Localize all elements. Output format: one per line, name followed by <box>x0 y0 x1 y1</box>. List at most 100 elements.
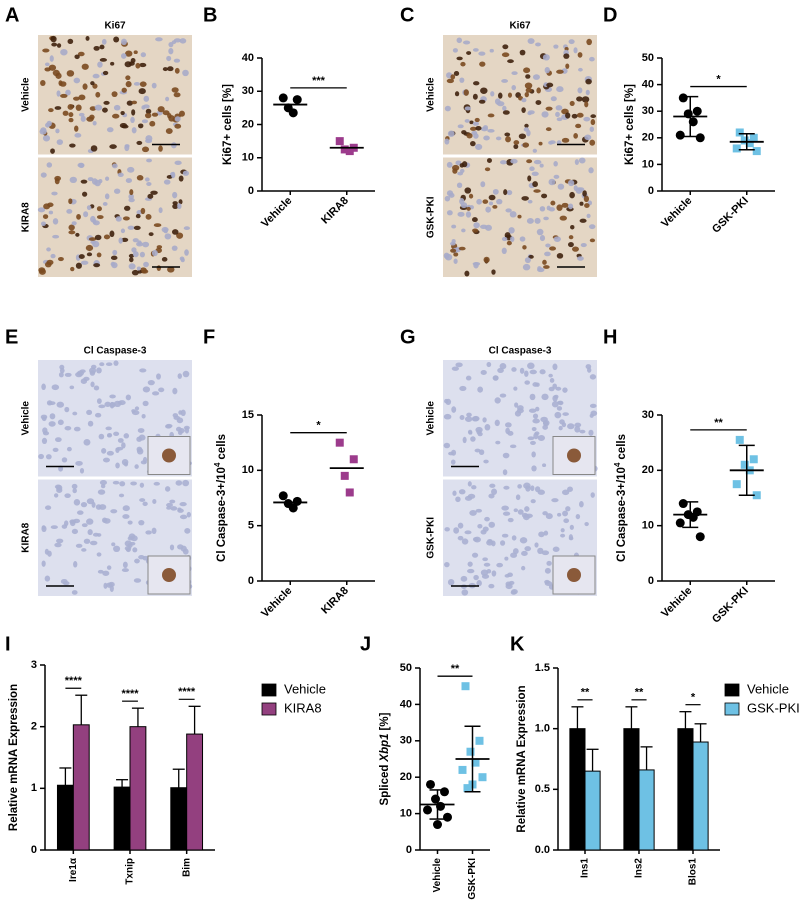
nucleus <box>182 479 190 487</box>
x-tick-label: Ire1α <box>68 857 79 882</box>
nucleus <box>104 401 112 407</box>
y-axis-label-part: Xbp1 <box>379 733 391 762</box>
nucleus <box>136 266 141 271</box>
y-tick-label: 5 <box>248 520 254 532</box>
image-title: Ki67 <box>509 21 531 32</box>
nucleus <box>447 578 455 586</box>
nucleus <box>142 400 149 407</box>
nucleus <box>41 560 46 567</box>
nucleus <box>524 82 533 89</box>
nucleus <box>456 37 463 44</box>
nucleus <box>534 486 541 493</box>
nucleus <box>527 362 535 370</box>
bar <box>129 726 147 851</box>
nucleus <box>532 74 540 80</box>
nucleus <box>101 38 107 45</box>
nucleus <box>132 251 139 258</box>
nucleus <box>102 570 110 576</box>
nucleus <box>90 215 96 223</box>
nucleus <box>502 105 507 111</box>
nucleus <box>456 182 463 189</box>
nucleus <box>47 550 52 557</box>
legend-label: Vehicle <box>284 681 326 696</box>
nucleus <box>533 159 542 165</box>
nucleus <box>518 133 527 140</box>
point <box>340 145 349 154</box>
nucleus <box>78 162 85 169</box>
nucleus <box>556 252 564 259</box>
nucleus <box>542 463 547 468</box>
nucleus <box>68 224 75 231</box>
nucleus <box>544 251 551 257</box>
nucleus <box>139 81 147 87</box>
nucleus <box>172 413 179 418</box>
point <box>471 758 480 767</box>
nucleus <box>453 527 460 534</box>
nucleus <box>462 40 471 45</box>
nucleus <box>151 249 158 257</box>
nucleus <box>585 89 590 96</box>
nucleus <box>74 125 79 132</box>
nucleus <box>504 574 510 578</box>
nucleus <box>458 489 466 495</box>
nucleus <box>73 518 81 524</box>
nucleus <box>542 419 550 427</box>
legend-label: KIRA8 <box>284 700 322 715</box>
nucleus <box>42 48 50 53</box>
nucleus <box>528 408 537 413</box>
nucleus <box>448 451 454 456</box>
nucleus <box>508 580 515 585</box>
nucleus <box>476 580 482 587</box>
y-tick-label: 50 <box>400 662 412 674</box>
nucleus <box>560 533 566 538</box>
legend-label: Vehicle <box>747 681 789 696</box>
point <box>735 435 744 444</box>
nucleus <box>590 114 597 119</box>
nucleus <box>83 538 91 544</box>
nucleus <box>95 91 101 98</box>
nucleus <box>531 451 536 458</box>
x-tick-label: Ins2 <box>634 858 645 878</box>
nucleus <box>472 48 479 52</box>
nucleus <box>525 87 533 93</box>
nucleus <box>450 248 457 253</box>
nucleus <box>68 198 73 205</box>
micrograph <box>38 479 193 596</box>
nucleus <box>542 54 550 61</box>
nucleus <box>177 508 184 513</box>
nucleus <box>571 113 578 119</box>
nucleus <box>500 540 506 546</box>
nucleus <box>472 93 478 100</box>
nucleus <box>56 487 63 494</box>
nucleus <box>184 249 189 256</box>
nucleus <box>105 362 113 367</box>
nucleus <box>141 413 146 419</box>
nucleus <box>509 211 517 218</box>
nucleus <box>519 236 526 242</box>
nucleus <box>510 158 518 164</box>
nucleus <box>44 575 51 582</box>
nucleus <box>134 464 139 469</box>
nucleus <box>143 95 150 102</box>
nucleus <box>59 81 67 87</box>
nucleus <box>136 175 144 181</box>
nucleus <box>81 548 87 552</box>
nucleus <box>96 552 102 557</box>
nucleus <box>488 201 494 206</box>
nucleus <box>464 106 471 111</box>
nucleus <box>172 387 178 395</box>
nucleus <box>482 417 487 423</box>
y-tick-label: 2 <box>31 721 37 733</box>
nucleus <box>86 409 93 416</box>
nucleus <box>519 49 526 56</box>
point <box>431 794 440 804</box>
nucleus <box>589 56 595 62</box>
nucleus <box>444 527 450 532</box>
nucleus <box>52 447 59 452</box>
nucleus <box>461 228 466 233</box>
nucleus <box>462 436 467 444</box>
bar <box>638 769 655 851</box>
nucleus <box>144 177 150 182</box>
nucleus <box>579 429 586 434</box>
nucleus <box>155 37 163 42</box>
